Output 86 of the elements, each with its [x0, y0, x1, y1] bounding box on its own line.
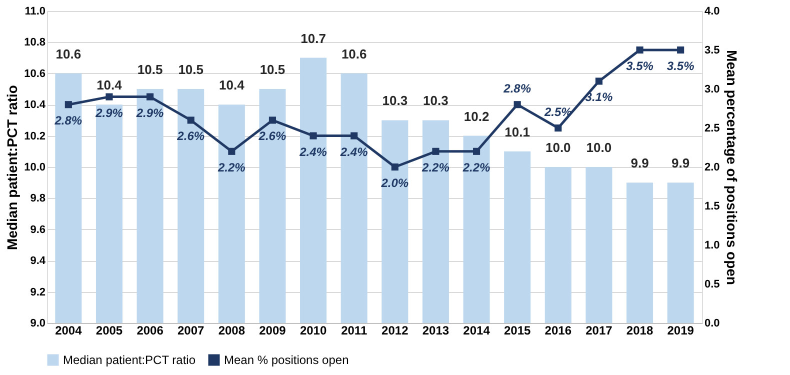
y2-tick-label: 2.5 — [704, 122, 720, 134]
y-tick-label: 9.0 — [30, 318, 46, 330]
x-tick-label: 2015 — [504, 324, 532, 338]
data-label: 10.3 — [382, 93, 408, 108]
x-tick-label: 2006 — [136, 324, 164, 338]
x-tick-label: 2010 — [300, 324, 327, 338]
point — [472, 148, 480, 155]
x-tick-label: 2004 — [55, 324, 82, 338]
data-label: 9.9 — [672, 156, 690, 171]
y-tick-label: 9.4 — [30, 255, 46, 268]
y-tick-label: 10.8 — [24, 36, 46, 49]
y2-tick-label: 4.0 — [704, 6, 720, 18]
y2-tick-label: 3.0 — [704, 84, 720, 96]
data-label: 10.7 — [300, 30, 326, 46]
x-tick-label: 2019 — [667, 324, 694, 338]
point — [350, 132, 358, 140]
data-label: 9.9 — [630, 156, 649, 171]
data-label: 10.5 — [137, 62, 163, 77]
data-label: 2.8% — [54, 114, 82, 128]
x-tick-label: 2009 — [259, 324, 286, 338]
point — [595, 78, 602, 85]
data-label: 2.2% — [421, 160, 450, 174]
data-label: 2.6% — [176, 129, 205, 144]
point — [310, 132, 317, 140]
legend-label: Mean % positions open — [224, 353, 349, 367]
x-tick-label: 2007 — [178, 324, 205, 338]
x-tick-label: 2013 — [422, 324, 450, 338]
data-label: 10.1 — [504, 124, 530, 140]
data-label: 3.5% — [626, 59, 654, 73]
x-tick-label: 2018 — [626, 324, 654, 338]
data-label: 10.4 — [96, 78, 123, 93]
y2-tick-label: 0.0 — [704, 318, 720, 330]
y-tick-label: 10.6 — [24, 68, 46, 80]
data-label: 10.2 — [464, 108, 490, 124]
y-tick-label: 9.8 — [30, 192, 46, 205]
data-label: 10.0 — [586, 140, 612, 155]
data-label: 10.6 — [341, 46, 367, 62]
x-tick-label: 2005 — [96, 324, 123, 338]
point — [187, 116, 194, 124]
data-label: 10.4 — [219, 78, 246, 93]
data-label: 2.2% — [216, 160, 246, 174]
point — [677, 46, 684, 54]
y-tick-label: 10.4 — [24, 99, 46, 112]
y-tick-label: 11.0 — [24, 6, 46, 18]
y2-tick-label: 0.5 — [704, 278, 720, 290]
point — [636, 46, 644, 54]
x-tick-label: 2014 — [463, 324, 490, 338]
y-tick-label: 10.2 — [24, 130, 46, 142]
point — [228, 148, 236, 155]
x-tick-label: 2016 — [544, 324, 572, 338]
y2-tick-label: 2.0 — [704, 162, 720, 174]
y2-tick-label: 3.5 — [704, 44, 720, 56]
y-tick-label: 9.6 — [30, 224, 46, 236]
y2-axis-title: Mean percentage of positions open — [724, 50, 740, 285]
x-tick-label: 2017 — [586, 324, 613, 338]
y2-tick-label: 1.0 — [704, 240, 720, 252]
data-label: 3.5% — [666, 59, 695, 73]
x-tick-label: 2012 — [382, 324, 409, 338]
data-label: 2.9% — [135, 106, 164, 120]
data-label: 10.3 — [423, 93, 448, 108]
point — [146, 93, 154, 100]
data-label: 10.6 — [56, 46, 82, 62]
point — [432, 148, 440, 155]
point — [391, 163, 398, 171]
data-label: 2.8% — [502, 82, 532, 96]
data-label: 2.0% — [380, 176, 409, 190]
point — [554, 124, 562, 132]
y2-tick-label: 1.5 — [704, 200, 720, 212]
point — [268, 116, 276, 124]
data-label: 10.5 — [260, 62, 286, 77]
legend-label: Median patient:PCT ratio — [63, 353, 196, 367]
data-label: 2.2% — [462, 160, 491, 174]
point — [106, 93, 113, 100]
data-label: 2.4% — [339, 144, 368, 159]
x-tick-label: 2011 — [341, 324, 368, 338]
y-axis-title: Median patient:PCT ratio — [4, 85, 20, 250]
data-label: 10.0 — [545, 140, 571, 155]
data-label: 2.6% — [258, 129, 286, 144]
data-label: 2.9% — [94, 106, 124, 120]
point — [64, 101, 72, 108]
data-label: 2.4% — [298, 144, 328, 159]
point — [514, 101, 521, 108]
x-tick-label: 2008 — [218, 324, 246, 338]
data-label: 10.5 — [178, 62, 204, 77]
y-tick-label: 10.0 — [24, 162, 46, 174]
y-tick-label: 9.2 — [30, 286, 46, 298]
